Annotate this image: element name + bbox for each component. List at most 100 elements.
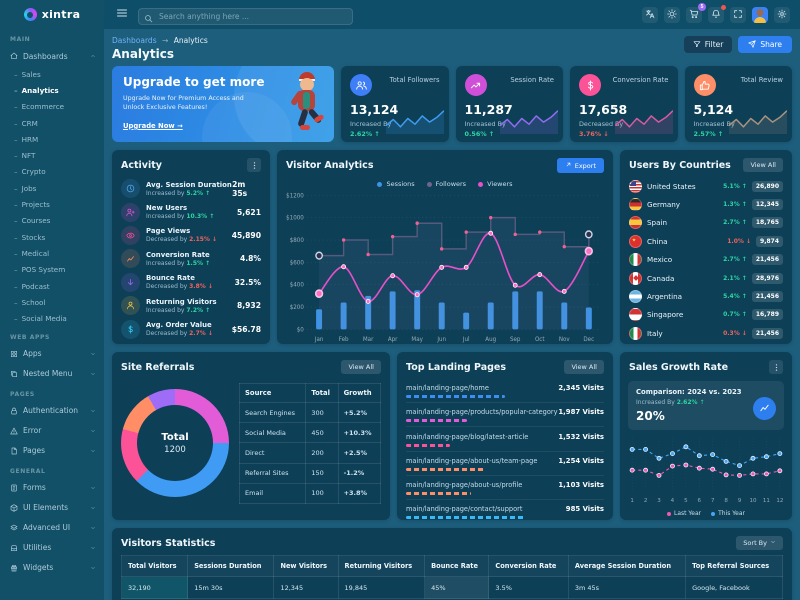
sidebar-subitem-crm[interactable]: – CRM <box>14 118 38 128</box>
sidebar-subitem-projects[interactable]: – Projects <box>14 200 50 210</box>
referrals-table: Source Total Growth Search Engines 300 +5.2% S… <box>238 383 382 504</box>
pages-icon <box>10 447 18 455</box>
visits-progress-bar <box>406 467 486 471</box>
export-button[interactable]: Export <box>556 158 604 173</box>
visitor-analytics-chart: $1200 $1000 $800 $600 $400 $200 $0 Jan Feb Mar Apr… <box>277 189 613 344</box>
svg-text:Jun: Jun <box>436 337 446 343</box>
sidebar-item-utilities[interactable]: Utilities <box>0 538 104 558</box>
chevron-down-icon <box>90 525 96 531</box>
svg-text:$1000: $1000 <box>286 216 304 222</box>
sidebar-item-pages[interactable]: Pages <box>0 441 104 461</box>
stat-sparkline <box>499 104 559 138</box>
sidebar-item-nested-menu[interactable]: Nested Menu <box>0 364 104 384</box>
funnel-icon <box>693 40 701 50</box>
growth-chart-button[interactable] <box>753 397 776 420</box>
session-rate-icon <box>464 74 487 96</box>
visits-progress-bar <box>406 395 505 399</box>
sidebar-item-ui-elements[interactable]: UI Elements <box>0 498 104 518</box>
legend-item-viewers[interactable]: Viewers <box>478 180 513 188</box>
legend-item-sessions[interactable]: Sessions <box>377 180 415 188</box>
landing-page-row[interactable]: main/landing-page/about-us/team-page 1,2… <box>406 450 604 475</box>
sidebar-subitem-hrm[interactable]: – HRM <box>14 134 39 144</box>
breadcrumb: Dashboards → Analytics <box>112 36 208 45</box>
svg-text:5: 5 <box>684 498 688 504</box>
user-avatar[interactable] <box>752 6 768 23</box>
translate-icon <box>645 7 655 22</box>
sidebar-subitem-stocks[interactable]: – Stocks <box>14 232 46 242</box>
cart-button[interactable]: 5 <box>686 2 706 23</box>
legend-item-followers[interactable]: Followers <box>426 180 466 188</box>
countries-view-all-button[interactable]: View All <box>743 158 783 172</box>
landing-page-row[interactable]: main/landing-page/about-us/profile 1,103… <box>406 474 604 499</box>
search-input[interactable] <box>138 8 353 25</box>
stat-change: 2.57% ↑ <box>693 130 724 138</box>
visits-progress-bar <box>406 491 472 495</box>
chevron-down-icon <box>770 539 776 547</box>
canada-flag-icon <box>629 271 642 285</box>
landing-page-row[interactable]: main/landing-page/blog/latest-article 1,… <box>406 426 604 450</box>
fullscreen-icon <box>733 7 743 22</box>
apps-icon <box>10 350 18 358</box>
sidebar-subitem-jobs[interactable]: – Jobs <box>14 183 37 193</box>
svg-text:4: 4 <box>671 498 675 504</box>
sidebar-subitem-social-media[interactable]: – Social Media <box>14 314 67 324</box>
fullscreen-button[interactable] <box>730 6 746 23</box>
sidebar-subitem-medical[interactable]: – Medical <box>14 248 50 258</box>
search-bar <box>138 4 353 25</box>
svg-text:Dec: Dec <box>583 337 594 343</box>
breadcrumb-dashboards[interactable]: Dashboards <box>112 36 157 45</box>
landing-page-row[interactable]: main/landing-page/products/popular-categ… <box>406 402 604 426</box>
donut-total-label: Total <box>161 431 189 443</box>
country-users-badge: 21,456 <box>751 254 783 266</box>
notifications-button[interactable] <box>708 4 726 23</box>
topbar-actions: 5 <box>642 2 790 23</box>
sidebar-item-apps[interactable]: Apps <box>0 344 104 364</box>
settings-button[interactable] <box>774 6 790 23</box>
sidebar-item-forms[interactable]: Forms <box>0 478 104 498</box>
sidebar-item-dashboards[interactable]: Dashboards <box>0 46 104 66</box>
legend-item-this-year[interactable]: This Year <box>711 510 745 517</box>
visitor-analytics-title: Visitor Analytics <box>286 160 374 171</box>
sidebar-item-authentication[interactable]: Authentication <box>0 401 104 421</box>
landing-page-row[interactable]: main/landing-page/contact/support 985 Vi… <box>406 498 604 523</box>
stats-column-top-referral-sources: Top Referral Sources <box>685 555 783 577</box>
sidebar-subitem-school[interactable]: – School <box>14 297 46 307</box>
share-button[interactable]: Share <box>738 36 792 53</box>
sidebar-subitem-courses[interactable]: – Courses <box>14 216 51 226</box>
referrals-view-all-button[interactable]: View All <box>341 360 381 374</box>
svg-text:$400: $400 <box>290 283 304 289</box>
activity-title: Activity <box>121 159 162 171</box>
theme-toggle-button[interactable] <box>664 6 680 23</box>
country-row-germany: Germany 1.3% ↑ 12,345 <box>620 195 792 213</box>
sidebar-subitem-analytics[interactable]: – Analytics <box>14 85 59 95</box>
cart-icon <box>689 7 699 22</box>
sidebar-item-advanced-ui[interactable]: Advanced UI <box>0 518 104 538</box>
legend-item-last-year[interactable]: Last Year <box>667 510 701 517</box>
brand-logo[interactable]: xintra <box>0 0 104 29</box>
stat-value: 5,124 <box>693 102 734 117</box>
sidebar-subitem-nft[interactable]: – NFT <box>14 151 36 161</box>
sidebar-subitem-ecommerce[interactable]: – Ecommerce <box>14 102 65 112</box>
translate-button[interactable] <box>642 6 658 23</box>
sort-by-button[interactable]: Sort By <box>736 536 783 550</box>
stats-column-new-visitors: New Visitors <box>273 555 339 577</box>
stat-label: Session Rate <box>510 76 554 84</box>
sidebar-subitem-crypto[interactable]: – Crypto <box>14 167 46 177</box>
visits-progress-bar <box>406 443 450 447</box>
sidebar-item-widgets[interactable]: Widgets <box>0 558 104 578</box>
landing-view-all-button[interactable]: View All <box>564 360 604 374</box>
sidebar-subitem-pos-system[interactable]: – POS System <box>14 265 66 275</box>
activity-menu-button[interactable] <box>247 158 261 172</box>
svg-text:Nov: Nov <box>559 337 570 343</box>
upgrade-now-link[interactable]: Upgrade Now → <box>123 121 183 130</box>
svg-text:6: 6 <box>698 498 702 504</box>
sidebar-subitem-podcast[interactable]: – Podcast <box>14 281 50 291</box>
landing-page-row[interactable]: main/landing-page/home 2,345 Visits <box>406 379 604 402</box>
sales-growth-title: Sales Growth Rate <box>629 361 729 373</box>
sales-growth-menu-button[interactable] <box>769 360 783 374</box>
hamburger-menu-button[interactable] <box>114 7 130 23</box>
sidebar-subitem-sales[interactable]: – Sales <box>14 69 41 79</box>
filter-button[interactable]: Filter <box>683 36 733 53</box>
stat-value: 17,658 <box>579 102 628 117</box>
sidebar-item-error[interactable]: Error <box>0 421 104 441</box>
